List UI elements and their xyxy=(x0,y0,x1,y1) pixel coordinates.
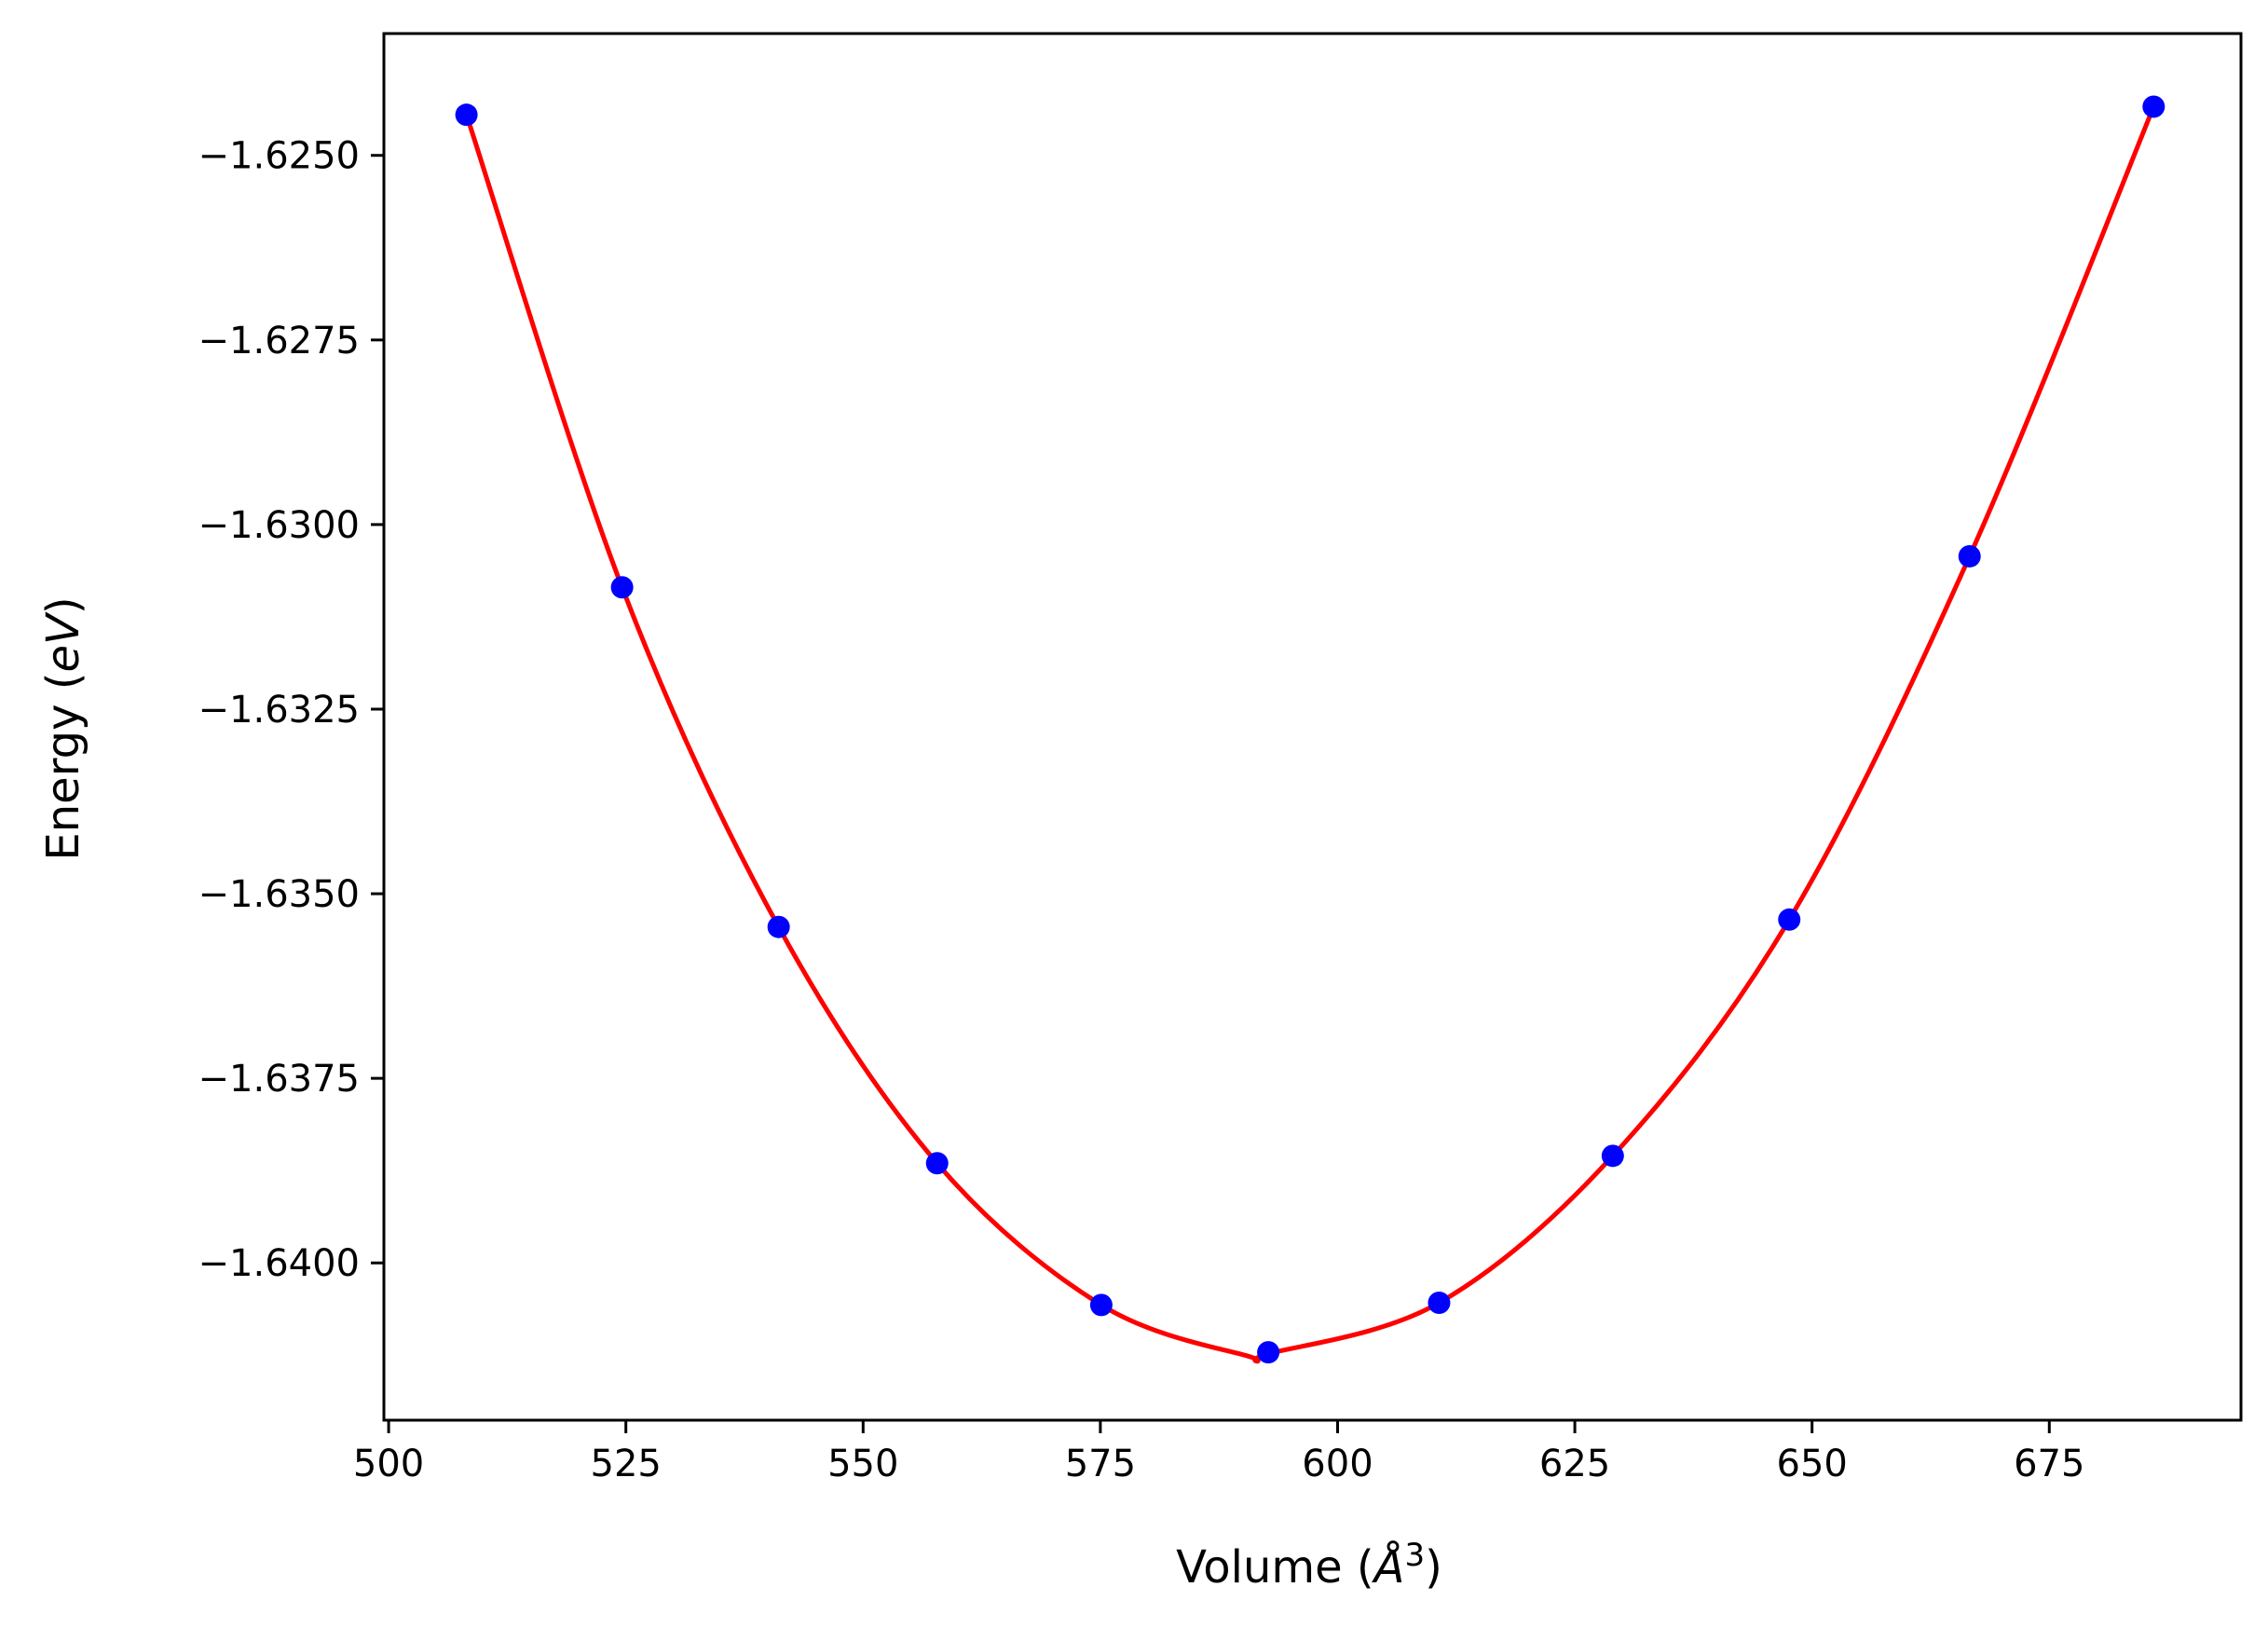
y-axis-ticks: −1.6250 −1.6275 −1.6300 −1.6325 −1.6350 −1.63… xyxy=(198,135,384,1285)
y-axis-title-text: Energy ( xyxy=(37,673,89,861)
x-axis-ticks: 500 525 550 575 600 625 650 675 xyxy=(353,1420,2084,1485)
data-point xyxy=(925,1152,949,1175)
data-point xyxy=(2142,95,2166,118)
y-tick-label: −1.6300 xyxy=(198,504,360,547)
x-axis-title: Volume (Å3) xyxy=(1176,1537,1442,1594)
data-point xyxy=(1089,1293,1113,1317)
data-point xyxy=(1958,544,1981,568)
y-tick-label: −1.6350 xyxy=(198,873,360,916)
x-tick-label: 650 xyxy=(1777,1443,1848,1485)
data-point xyxy=(1601,1144,1624,1168)
data-point xyxy=(1257,1341,1280,1364)
x-tick-label: 625 xyxy=(1539,1443,1610,1485)
y-tick-label: −1.6325 xyxy=(198,689,360,732)
x-tick-label: 550 xyxy=(827,1443,898,1485)
data-point xyxy=(767,915,790,938)
y-axis-title-symbol: eV xyxy=(37,611,89,673)
x-axis-title-text: Volume ( xyxy=(1176,1541,1374,1594)
y-axis-title: Energy (eV) xyxy=(37,596,89,860)
x-axis-title-superscript: 3 xyxy=(1404,1537,1425,1574)
x-tick-label: 675 xyxy=(2014,1443,2084,1485)
x-tick-label: 525 xyxy=(591,1443,662,1485)
x-axis-title-close: ) xyxy=(1425,1541,1442,1594)
x-tick-label: 600 xyxy=(1302,1443,1373,1485)
y-tick-label: −1.6275 xyxy=(198,320,360,363)
x-tick-label: 500 xyxy=(353,1443,424,1485)
data-point xyxy=(455,103,478,127)
y-tick-label: −1.6375 xyxy=(198,1058,360,1101)
y-tick-label: −1.6400 xyxy=(198,1242,360,1285)
data-point xyxy=(1428,1292,1451,1315)
y-tick-label: −1.6250 xyxy=(198,135,360,178)
axes-frame xyxy=(382,32,2243,1422)
data-points xyxy=(455,95,2166,1364)
x-axis-title-symbol: Å xyxy=(1372,1540,1405,1594)
y-axis-title-close: ) xyxy=(37,596,89,614)
x-tick-label: 575 xyxy=(1065,1443,1136,1485)
data-point xyxy=(610,576,634,599)
data-point xyxy=(1778,908,1801,931)
fit-curve-line xyxy=(464,105,2156,1364)
